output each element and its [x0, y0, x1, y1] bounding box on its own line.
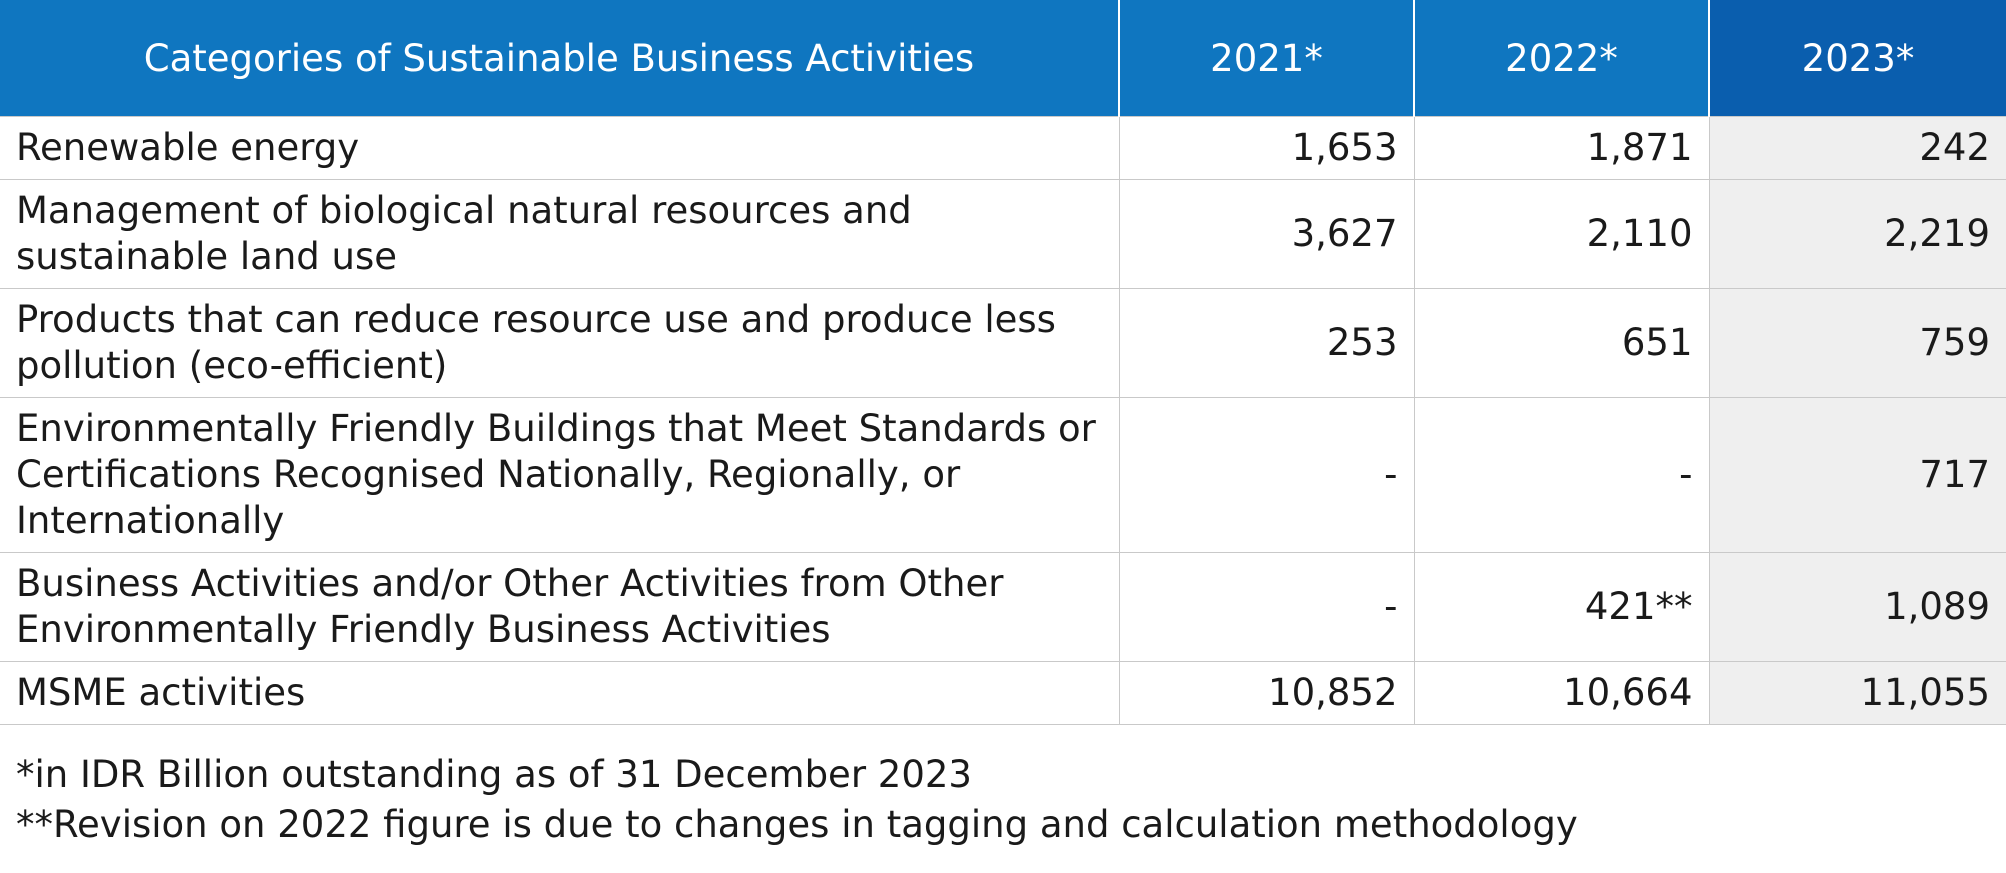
category-cell: Business Activities and/or Other Activit… [0, 552, 1119, 662]
value-2021-cell: - [1118, 552, 1414, 662]
value-2022-cell: 651 [1413, 288, 1709, 398]
value-2023-cell: 759 [1708, 288, 2006, 398]
table-row: Business Activities and/or Other Activit… [0, 552, 2006, 662]
category-cell: Renewable energy [0, 116, 1119, 180]
value-2021-cell: 3,627 [1118, 179, 1414, 289]
category-cell: MSME activities [0, 661, 1119, 725]
value-2021-cell: 253 [1118, 288, 1414, 398]
footnote-revision: **Revision on 2022 figure is due to chan… [16, 803, 1578, 846]
category-cell: Environmentally Friendly Buildings that … [0, 397, 1119, 553]
value-2022-cell: 421** [1413, 552, 1709, 662]
value-2023-cell: 2,219 [1708, 179, 2006, 289]
header-2021: 2021* [1118, 0, 1414, 117]
header-2023: 2023* [1708, 0, 2006, 117]
value-2021-cell: 1,653 [1118, 116, 1414, 180]
footnote-units: *in IDR Billion outstanding as of 31 Dec… [16, 753, 972, 796]
table-row: MSME activities 10,852 10,664 11,055 [0, 661, 2006, 725]
value-2022-cell: 2,110 [1413, 179, 1709, 289]
header-category: Categories of Sustainable Business Activ… [0, 0, 1119, 117]
table-row: Products that can reduce resource use an… [0, 288, 2006, 398]
table-row: Management of biological natural resourc… [0, 179, 2006, 289]
value-2023-cell: 1,089 [1708, 552, 2006, 662]
category-cell: Management of biological natural resourc… [0, 179, 1119, 289]
category-cell: Products that can reduce resource use an… [0, 288, 1119, 398]
table-row: Renewable energy 1,653 1,871 242 [0, 116, 2006, 180]
value-2022-cell: 10,664 [1413, 661, 1709, 725]
sustainable-activities-table: Categories of Sustainable Business Activ… [0, 0, 2006, 725]
value-2022-cell: - [1413, 397, 1709, 553]
value-2021-cell: - [1118, 397, 1414, 553]
value-2021-cell: 10,852 [1118, 661, 1414, 725]
header-row: Categories of Sustainable Business Activ… [0, 0, 2006, 117]
value-2022-cell: 1,871 [1413, 116, 1709, 180]
value-2023-cell: 242 [1708, 116, 2006, 180]
footnotes: *in IDR Billion outstanding as of 31 Dec… [16, 750, 1578, 850]
table-row: Environmentally Friendly Buildings that … [0, 397, 2006, 553]
header-2022: 2022* [1413, 0, 1709, 117]
value-2023-cell: 11,055 [1708, 661, 2006, 725]
value-2023-cell: 717 [1708, 397, 2006, 553]
